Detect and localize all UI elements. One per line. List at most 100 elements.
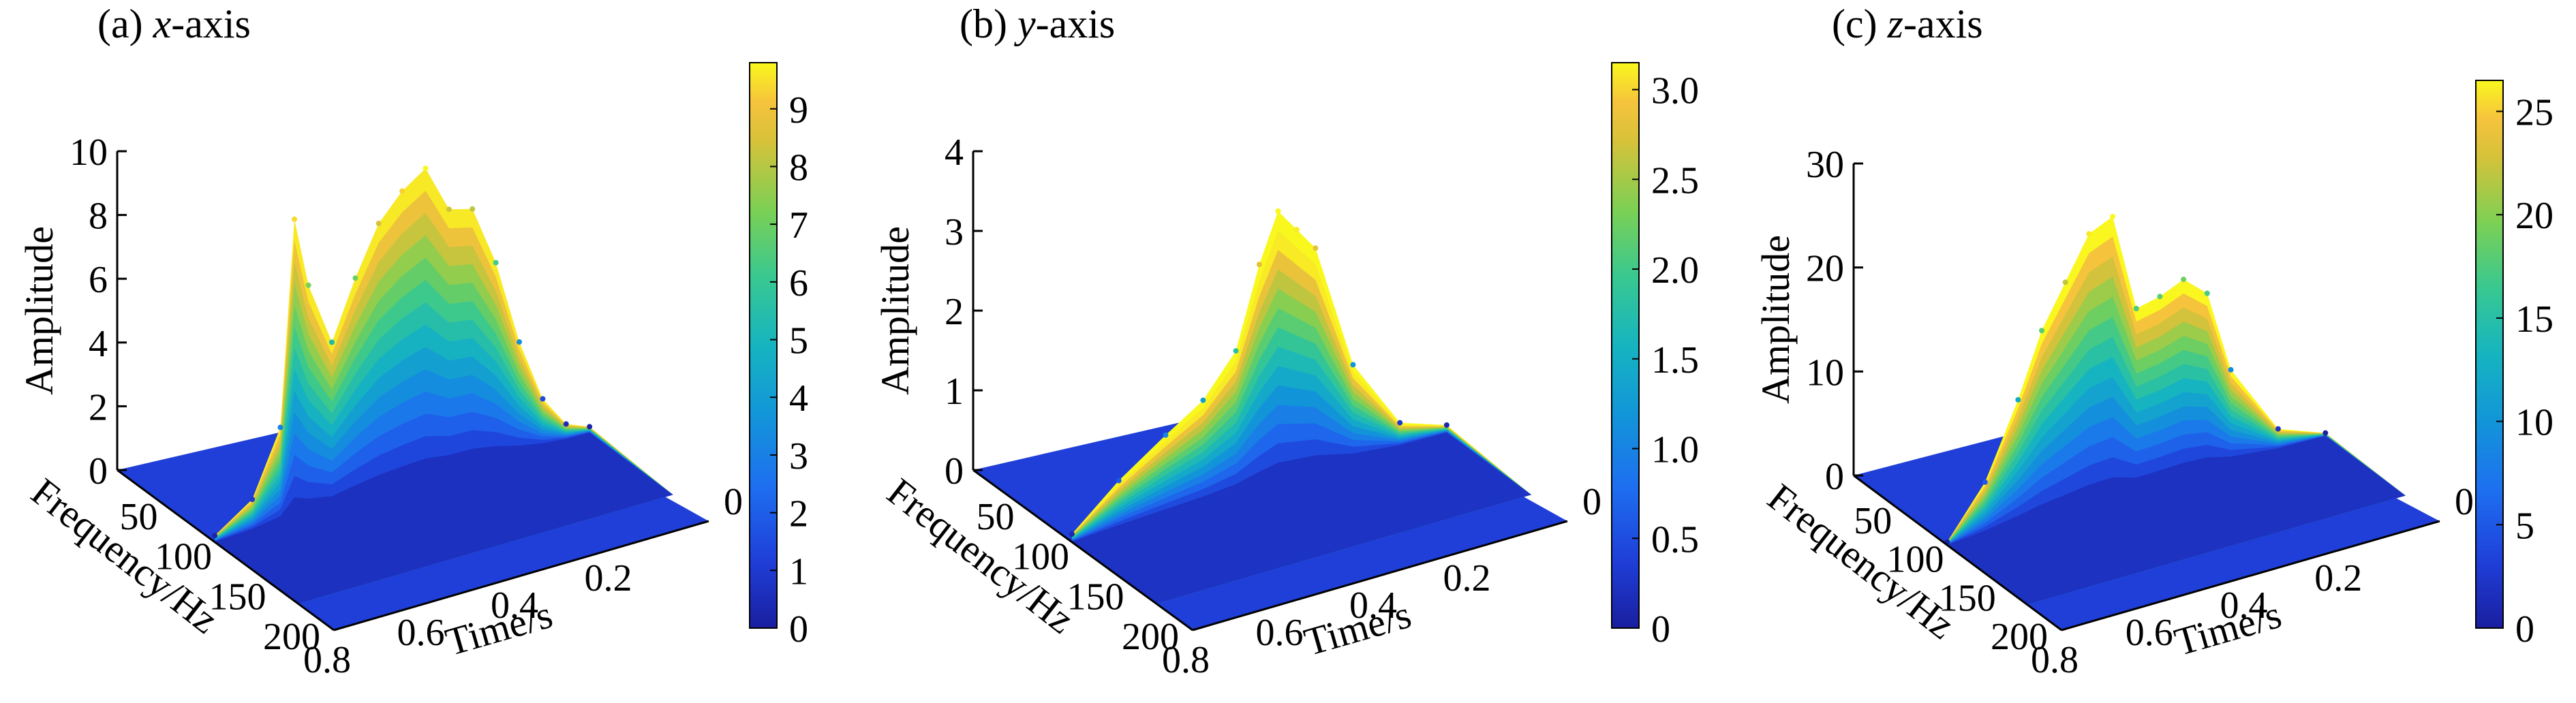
peak-point — [292, 216, 297, 222]
colorbar-tick-label: 5 — [2515, 505, 2534, 547]
time-tick-label: 0.8 — [2031, 639, 2079, 681]
time-tick-label: 0.2 — [1443, 557, 1491, 599]
frequency-tick-label: 200 — [1991, 616, 2048, 658]
z-tick-label: 8 — [89, 196, 108, 238]
colorbar — [2475, 80, 2504, 629]
peak-point — [305, 282, 311, 288]
z-axis-label: Amplitude — [873, 226, 917, 395]
peak-point — [2275, 426, 2281, 432]
z-axis-label: Amplitude — [1753, 235, 1798, 404]
colorbar-tick-label: 6 — [789, 262, 808, 304]
z-tick-label: 6 — [89, 259, 108, 301]
z-tick-label: 30 — [1806, 144, 1844, 186]
colorbar-tick-label: 15 — [2515, 298, 2554, 341]
colorbar-tick-label: 20 — [2515, 195, 2554, 237]
z-tick-label: 4 — [945, 131, 964, 174]
time-tick-label: 0.2 — [585, 557, 632, 599]
peak-point — [352, 275, 358, 281]
peak-point — [1293, 227, 1300, 233]
surface-band — [1947, 435, 2406, 605]
colorbar-tick-label: 1 — [789, 550, 808, 593]
time-tick-label: 0.8 — [1162, 639, 1210, 681]
time-axis-line — [333, 520, 709, 631]
z-tick-label: 1 — [945, 371, 964, 413]
time-tick-label: 0.4 — [1349, 584, 1397, 627]
time-tick-label: 0 — [724, 481, 743, 523]
peak-point — [1443, 422, 1450, 428]
peak-point — [2322, 430, 2329, 436]
peak-point — [1233, 348, 1239, 354]
colorbar — [749, 62, 778, 629]
panel-title: (c) z-axis — [1832, 1, 1983, 46]
peak-point — [1313, 245, 1319, 251]
frequency-tick-label: 200 — [1122, 616, 1179, 658]
colorbar-tick-label: 25 — [2515, 92, 2554, 134]
time-axis-line — [1192, 520, 1568, 631]
frequency-axis-line — [972, 469, 1193, 631]
peak-point — [1350, 362, 1356, 368]
peak-point — [1982, 479, 1988, 485]
time-tick-label: 0.2 — [2314, 557, 2362, 599]
peak-point — [375, 221, 382, 226]
colorbar-tick-label: 8 — [789, 146, 808, 189]
peak-point — [563, 421, 569, 427]
peak-point — [517, 339, 522, 345]
z-tick-label: 20 — [1806, 248, 1844, 290]
z-axis-label: Amplitude — [17, 226, 61, 395]
frequency-tick-label: 150 — [1067, 576, 1124, 618]
time-tick-label: 0.6 — [397, 612, 445, 654]
time-tick-label: 0 — [1582, 481, 1601, 523]
colorbar-tick-label: 9 — [789, 89, 808, 131]
peak-point — [587, 424, 593, 430]
colorbar-tick-label: 10 — [2515, 402, 2554, 444]
colorbar-tick-label: 4 — [789, 377, 808, 420]
peak-point — [2133, 306, 2139, 311]
panel-y-axis: (b) y-axis01234Amplitude50100150200Frequ… — [873, 1, 1699, 681]
peak-point — [493, 260, 499, 266]
frequency-tick-label: 100 — [155, 536, 212, 578]
peak-point — [277, 424, 283, 431]
peak-point — [2181, 277, 2187, 283]
frequency-tick-label: 50 — [977, 496, 1015, 538]
time-tick-label: 0.6 — [1256, 612, 1304, 654]
peak-point — [446, 206, 452, 213]
colorbar — [1611, 62, 1640, 629]
peak-point — [1256, 262, 1262, 268]
time-axis-line — [2061, 520, 2440, 631]
panel-z-axis: (c) z-axis0102030Amplitude50100150200Fre… — [1753, 1, 2554, 681]
frequency-axis-line — [117, 469, 335, 631]
peak-point — [1397, 420, 1403, 426]
peak-point — [540, 396, 546, 402]
peak-point — [2015, 396, 2021, 403]
colorbar-tick-label: 2 — [789, 493, 808, 535]
colorbar-tick-label: 2.0 — [1651, 249, 1699, 292]
peak-point — [212, 533, 218, 539]
time-tick-label: 0.8 — [303, 639, 351, 681]
z-tick-label: 0 — [89, 450, 108, 493]
colorbar-tick-label: 0.5 — [1651, 518, 1699, 561]
z-tick-label: 0 — [1825, 456, 1844, 498]
time-tick-label: 0 — [2455, 481, 2474, 523]
peak-point — [470, 206, 476, 212]
frequency-tick-label: 50 — [1854, 500, 1892, 542]
peak-point — [1200, 397, 1206, 403]
z-tick-label: 2 — [945, 291, 964, 333]
peak-point — [1069, 531, 1075, 537]
colorbar-tick-label: 0 — [1651, 608, 1670, 651]
peak-point — [2086, 231, 2092, 237]
z-tick-label: 0 — [945, 450, 964, 493]
peak-point — [1116, 478, 1122, 484]
z-tick-label: 4 — [89, 323, 108, 365]
frequency-tick-label: 150 — [1939, 577, 1996, 619]
time-tick-label: 0.4 — [2220, 584, 2268, 627]
z-tick-label: 3 — [945, 211, 964, 253]
panel-title: (a) x-axis — [97, 1, 251, 46]
time-tick-label: 0.4 — [491, 584, 538, 627]
peak-point — [2228, 366, 2234, 373]
peak-point — [2110, 213, 2116, 219]
colorbar-tick-label: 7 — [789, 204, 808, 247]
frequency-tick-label: 100 — [1887, 539, 1944, 581]
panel-x-axis: (a) x-axis0246810Amplitude50100150200Fre… — [17, 1, 808, 681]
colorbar-tick-label: 2.5 — [1651, 159, 1699, 202]
